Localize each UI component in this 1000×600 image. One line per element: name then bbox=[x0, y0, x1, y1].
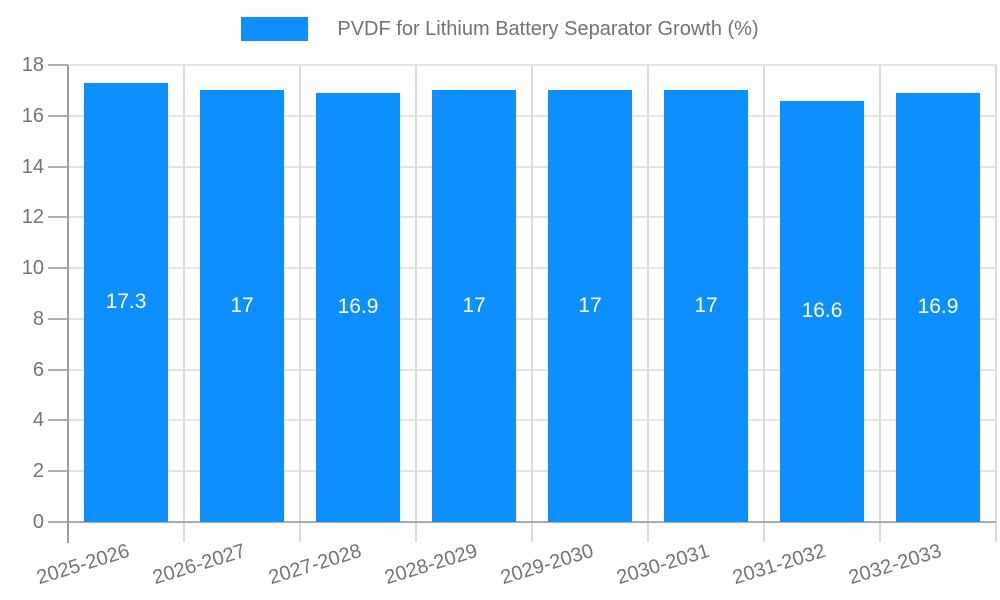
bar bbox=[84, 82, 168, 522]
y-tick bbox=[48, 521, 68, 523]
gridline-vertical bbox=[299, 65, 301, 542]
gridline-vertical bbox=[647, 65, 649, 542]
x-axis-label: 2032-2033 bbox=[846, 540, 945, 590]
x-axis-label: 2028-2029 bbox=[382, 540, 481, 590]
bar-value-label: 16.9 bbox=[337, 295, 379, 319]
bar bbox=[548, 90, 632, 522]
legend[interactable]: PVDF for Lithium Battery Separator Growt… bbox=[0, 17, 1000, 41]
x-axis-label: 2029-2030 bbox=[498, 540, 597, 590]
y-tick bbox=[48, 64, 68, 66]
bar-value-label: 17 bbox=[694, 294, 718, 318]
y-axis-label: 12 bbox=[21, 206, 44, 229]
gridline-vertical bbox=[183, 65, 185, 542]
y-axis-label: 10 bbox=[21, 257, 44, 280]
bar bbox=[780, 100, 864, 522]
y-tick bbox=[48, 216, 68, 219]
legend-label: PVDF for Lithium Battery Separator Growt… bbox=[337, 17, 759, 40]
y-axis-label: 4 bbox=[32, 409, 44, 432]
y-tick bbox=[48, 114, 68, 117]
bar bbox=[896, 92, 980, 522]
gridline-vertical bbox=[763, 65, 765, 542]
y-tick bbox=[48, 165, 68, 168]
x-axis-label: 2030-2031 bbox=[614, 540, 713, 590]
y-tick bbox=[48, 267, 68, 270]
x-axis-line bbox=[68, 521, 996, 523]
y-axis-label: 0 bbox=[32, 511, 44, 533]
bar-value-label: 16.9 bbox=[917, 295, 959, 319]
x-axis-label: 2026-2027 bbox=[150, 540, 249, 590]
gridline-vertical bbox=[415, 65, 417, 542]
y-axis-label: 14 bbox=[21, 155, 44, 178]
x-axis-label: 2025-2026 bbox=[34, 540, 133, 590]
y-tick bbox=[48, 368, 68, 371]
x-axis-label: 2031-2032 bbox=[730, 540, 829, 590]
bar bbox=[432, 90, 516, 522]
y-axis-label: 2 bbox=[32, 460, 44, 483]
bar bbox=[316, 92, 400, 522]
gridline-vertical bbox=[531, 65, 533, 542]
bar-value-label: 17.3 bbox=[105, 290, 147, 314]
bar bbox=[664, 90, 748, 522]
y-tick bbox=[48, 419, 68, 422]
bar bbox=[200, 90, 284, 522]
gridline-vertical bbox=[879, 65, 881, 542]
gridline-vertical bbox=[995, 65, 997, 542]
y-axis-label: 16 bbox=[21, 104, 44, 127]
bar-value-label: 17 bbox=[578, 294, 602, 318]
y-axis-label: 18 bbox=[21, 54, 44, 76]
y-axis-line bbox=[67, 65, 69, 543]
legend-swatch bbox=[241, 17, 309, 41]
y-tick bbox=[48, 470, 68, 473]
y-axis-label: 6 bbox=[32, 358, 44, 381]
bar-value-label: 16.6 bbox=[801, 299, 843, 323]
bar-value-label: 17 bbox=[230, 294, 254, 318]
x-axis-label: 2027-2028 bbox=[266, 540, 365, 590]
bar-value-label: 17 bbox=[462, 294, 486, 318]
y-tick bbox=[48, 317, 68, 320]
y-axis-label: 8 bbox=[32, 307, 44, 330]
